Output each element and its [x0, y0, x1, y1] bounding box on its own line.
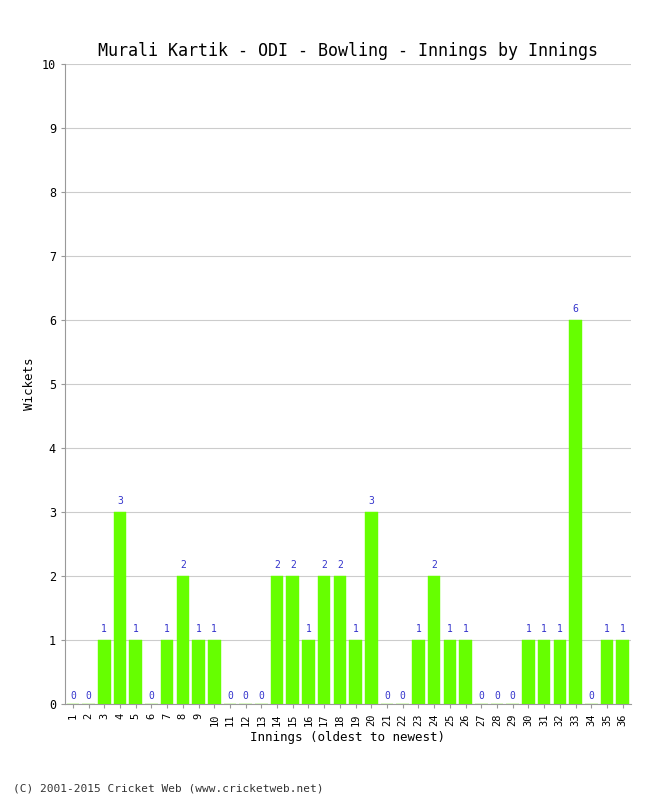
Text: 1: 1 — [541, 624, 547, 634]
Text: 1: 1 — [196, 624, 202, 634]
Bar — [443, 640, 456, 704]
Bar — [271, 576, 283, 704]
Text: 1: 1 — [604, 624, 610, 634]
Bar — [349, 640, 362, 704]
Text: 0: 0 — [227, 690, 233, 701]
Y-axis label: Wickets: Wickets — [23, 358, 36, 410]
Bar — [333, 576, 346, 704]
Text: 1: 1 — [619, 624, 625, 634]
Bar — [365, 512, 378, 704]
Text: 1: 1 — [447, 624, 453, 634]
Text: 3: 3 — [117, 495, 123, 506]
Bar — [554, 640, 566, 704]
Text: 2: 2 — [321, 560, 327, 570]
Bar — [129, 640, 142, 704]
Bar — [192, 640, 205, 704]
Text: 0: 0 — [588, 690, 594, 701]
Bar — [601, 640, 613, 704]
Text: 1: 1 — [211, 624, 217, 634]
Text: 0: 0 — [400, 690, 406, 701]
Text: 1: 1 — [101, 624, 107, 634]
Text: 0: 0 — [242, 690, 248, 701]
Bar — [412, 640, 424, 704]
Bar — [538, 640, 551, 704]
Text: 0: 0 — [86, 690, 92, 701]
Title: Murali Kartik - ODI - Bowling - Innings by Innings: Murali Kartik - ODI - Bowling - Innings … — [98, 42, 598, 60]
Text: 1: 1 — [306, 624, 311, 634]
Text: 2: 2 — [290, 560, 296, 570]
Bar — [522, 640, 535, 704]
Text: 1: 1 — [164, 624, 170, 634]
Text: (C) 2001-2015 Cricket Web (www.cricketweb.net): (C) 2001-2015 Cricket Web (www.cricketwe… — [13, 784, 324, 794]
Bar — [177, 576, 189, 704]
Bar — [161, 640, 174, 704]
Text: 0: 0 — [478, 690, 484, 701]
Text: 0: 0 — [384, 690, 390, 701]
Text: 2: 2 — [180, 560, 186, 570]
Text: 0: 0 — [510, 690, 515, 701]
Text: 0: 0 — [70, 690, 76, 701]
Bar — [287, 576, 299, 704]
Text: 0: 0 — [259, 690, 265, 701]
X-axis label: Innings (oldest to newest): Innings (oldest to newest) — [250, 731, 445, 744]
Text: 1: 1 — [557, 624, 563, 634]
Bar — [302, 640, 315, 704]
Text: 0: 0 — [148, 690, 154, 701]
Text: 1: 1 — [525, 624, 531, 634]
Bar — [616, 640, 629, 704]
Text: 2: 2 — [274, 560, 280, 570]
Text: 6: 6 — [573, 304, 578, 314]
Bar — [428, 576, 441, 704]
Text: 1: 1 — [415, 624, 421, 634]
Text: 2: 2 — [431, 560, 437, 570]
Text: 1: 1 — [353, 624, 359, 634]
Text: 0: 0 — [494, 690, 500, 701]
Bar — [569, 320, 582, 704]
Text: 3: 3 — [369, 495, 374, 506]
Text: 1: 1 — [463, 624, 469, 634]
Bar — [114, 512, 126, 704]
Text: 2: 2 — [337, 560, 343, 570]
Bar — [208, 640, 220, 704]
Text: 1: 1 — [133, 624, 138, 634]
Bar — [460, 640, 472, 704]
Bar — [318, 576, 330, 704]
Bar — [98, 640, 110, 704]
